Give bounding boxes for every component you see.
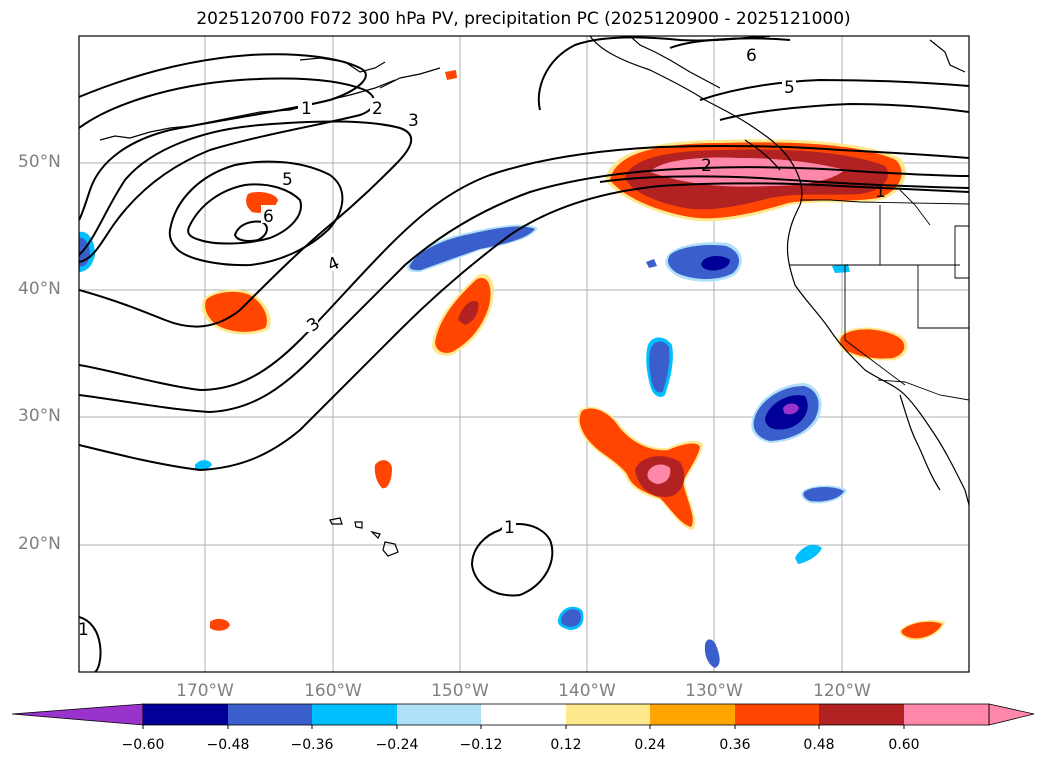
- pv-contour: [79, 182, 969, 472]
- pv-contours-dark: [599, 175, 969, 189]
- contour-label: 1: [875, 182, 886, 202]
- pv-contour: [79, 120, 413, 328]
- pv-contour: [187, 183, 302, 245]
- lon-tick-label: 120°W: [813, 681, 871, 701]
- lon-tick-label: 160°W: [304, 681, 362, 701]
- colorbar-tick-label: 0.12: [550, 737, 582, 753]
- plot-area: [79, 36, 969, 672]
- colorbar-tick-label: −0.48: [206, 737, 250, 753]
- contour-label: 1: [504, 518, 515, 538]
- contour-label: 1: [301, 99, 312, 119]
- pv-contour: [79, 166, 969, 414]
- plot-border: [78, 35, 970, 673]
- colorbar: [11, 703, 1035, 729]
- contour-label: 5: [282, 170, 293, 190]
- pv-contour: [79, 53, 367, 221]
- pv-contour: [79, 145, 969, 392]
- borders: [790, 189, 969, 401]
- pv-contours: [79, 36, 969, 672]
- contour-label: 6: [746, 46, 757, 66]
- coastlines: [99, 36, 969, 557]
- map-title: 2025120700 F072 300 hPa PV, precipitatio…: [196, 9, 851, 29]
- pv-contour: [168, 160, 344, 267]
- lat-tick-label: 30°N: [18, 406, 61, 426]
- pv-contour: [233, 220, 268, 242]
- precip-positive: [201, 70, 945, 641]
- contour-label: 6: [263, 207, 274, 227]
- colorbar-tick-label: 0.36: [719, 737, 751, 753]
- contour-label: 3: [408, 111, 419, 131]
- lat-tick-label: 40°N: [18, 279, 61, 299]
- colorbar-tick-label: −0.36: [290, 737, 334, 753]
- pv-contour: [79, 77, 375, 263]
- lon-tick-label: 140°W: [558, 681, 616, 701]
- lon-tick-label: 150°W: [431, 681, 489, 701]
- colorbar-tick-label: −0.12: [459, 737, 503, 753]
- colorbar-tick-label: −0.60: [121, 737, 165, 753]
- pv-contour: [699, 78, 969, 101]
- pv-contour: [669, 37, 791, 49]
- contour-label: 2: [372, 99, 383, 119]
- lon-tick-label: 130°W: [685, 681, 743, 701]
- lat-tick-label: 20°N: [18, 534, 61, 554]
- colorbar-tick-label: −0.24: [375, 737, 419, 753]
- contour-label: 1: [78, 620, 89, 640]
- pv-contour: [79, 616, 102, 672]
- colorbar-tick-label: 0.24: [634, 737, 666, 753]
- lat-tick-label: 50°N: [18, 152, 61, 172]
- colorbar-tick-label: 0.48: [803, 737, 835, 753]
- precip-negative: [79, 224, 850, 668]
- lon-tick-label: 170°W: [176, 681, 234, 701]
- contour-label: 5: [784, 78, 795, 98]
- colorbar-tick-label: 0.60: [888, 737, 920, 753]
- pv-contour: [470, 523, 554, 597]
- pv-contour: [719, 102, 969, 121]
- contour-label: 2: [701, 156, 712, 176]
